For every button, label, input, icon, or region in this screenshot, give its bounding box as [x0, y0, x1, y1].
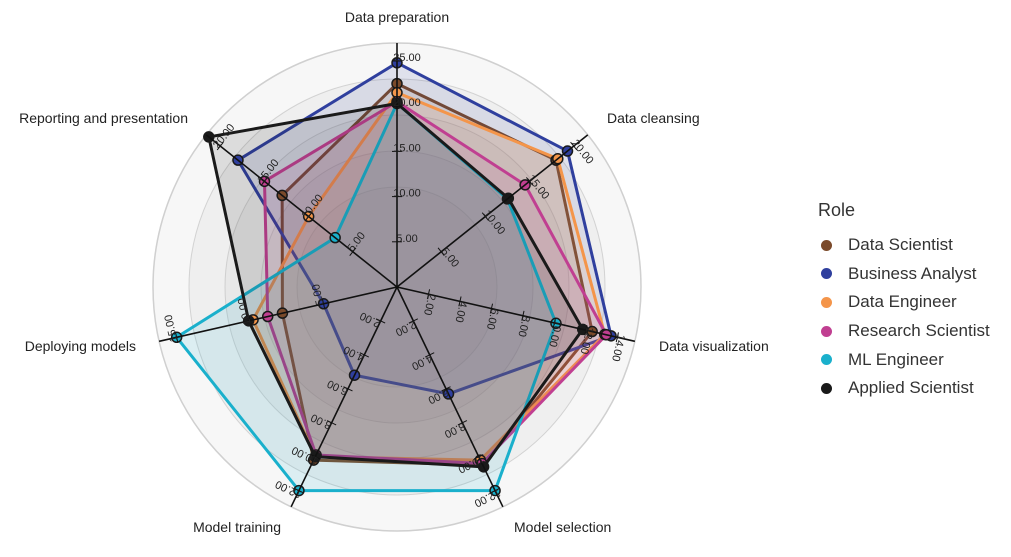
tick-label: 15.00 — [163, 313, 181, 343]
legend-item[interactable]: ML Engineer — [818, 345, 990, 374]
legend-marker — [821, 268, 832, 280]
legend-label: Research Scientist — [848, 321, 990, 341]
axis-label: Model selection — [514, 519, 611, 535]
legend-label: Data Engineer — [848, 292, 957, 312]
tick-mark — [359, 352, 370, 358]
axis-label: Data visualization — [659, 338, 769, 354]
legend-item[interactable]: Research Scientist — [818, 317, 990, 346]
tick-mark — [584, 325, 588, 336]
tick-label: 5.00 — [310, 283, 326, 307]
axis-line — [205, 134, 398, 288]
tick-mark — [248, 315, 252, 326]
legend: Role Data Scientist Business Analyst Data … — [818, 200, 990, 403]
tick-mark — [458, 296, 462, 307]
tick-mark — [473, 454, 484, 460]
axis-line — [396, 286, 636, 343]
tick-mark — [294, 487, 304, 494]
axis-line — [290, 286, 398, 508]
tick-label: 14.00 — [609, 333, 627, 363]
tick-mark — [615, 332, 619, 343]
tick-mark — [326, 420, 337, 426]
tick-mark — [426, 289, 431, 300]
legend-item[interactable]: Business Analyst — [818, 260, 990, 289]
tick-mark — [437, 247, 445, 256]
tick-label: 12.00 — [578, 326, 596, 356]
legend-label: Data Scientist — [848, 235, 953, 255]
tick-mark — [490, 487, 500, 494]
axis-label: Data cleansing — [607, 110, 700, 126]
tick-label: 10.00 — [236, 297, 254, 327]
tick-mark — [310, 454, 321, 460]
legend-marker — [821, 296, 832, 308]
legend-item[interactable]: Applied Scientist — [818, 374, 990, 403]
tick-mark — [526, 177, 534, 186]
tick-label: 10.00 — [546, 319, 564, 349]
tick-mark — [441, 386, 451, 392]
tick-label: 5.00 — [396, 233, 417, 245]
tick-label: 15.00 — [393, 142, 421, 154]
legend-label: Business Analyst — [848, 263, 977, 283]
tick-mark — [552, 317, 556, 328]
tick-mark — [375, 318, 386, 324]
legend-item[interactable]: Data Engineer — [818, 288, 990, 317]
axis-label: Reporting and presentation — [19, 110, 188, 126]
legend-marker — [821, 325, 832, 337]
legend-title: Role — [818, 200, 856, 220]
axis-line — [396, 286, 504, 508]
tick-mark — [424, 352, 435, 358]
tick-mark — [175, 332, 179, 343]
tick-mark — [570, 141, 578, 151]
legend-item[interactable]: Data Scientist — [818, 231, 990, 260]
tick-mark — [489, 303, 494, 314]
axis-line — [396, 134, 589, 288]
axis-label: Data preparation — [345, 9, 449, 25]
tick-label: 6.00 — [484, 307, 500, 331]
radar-series — [170, 57, 617, 497]
tick-label: 4.00 — [452, 300, 468, 324]
series-business-analyst — [236, 61, 613, 396]
legend-label: ML Engineer — [848, 349, 944, 369]
legend-marker — [821, 239, 832, 251]
legend-marker — [821, 354, 832, 366]
axis-line — [158, 286, 398, 343]
legend-label: Applied Scientist — [848, 378, 974, 398]
tick-mark — [481, 212, 489, 221]
tick-mark — [260, 177, 268, 186]
tick-mark — [408, 318, 419, 324]
tick-label: 10.00 — [393, 188, 421, 200]
tick-mark — [321, 298, 326, 309]
tick-mark — [457, 420, 468, 426]
tick-mark — [349, 247, 357, 256]
tick-mark — [305, 212, 313, 221]
series-ml-engineer — [175, 101, 558, 493]
tick-mark — [521, 310, 525, 321]
axis-label: Model training — [193, 519, 281, 535]
tick-label: 25.00 — [393, 52, 421, 64]
legend-marker — [821, 382, 832, 394]
tick-label: 8.00 — [515, 314, 531, 338]
tick-label: 2.00 — [421, 293, 437, 317]
axis-label: Deploying models — [25, 338, 136, 354]
tick-mark — [216, 141, 224, 151]
tick-mark — [343, 386, 353, 392]
tick-label: 20.00 — [393, 97, 421, 109]
